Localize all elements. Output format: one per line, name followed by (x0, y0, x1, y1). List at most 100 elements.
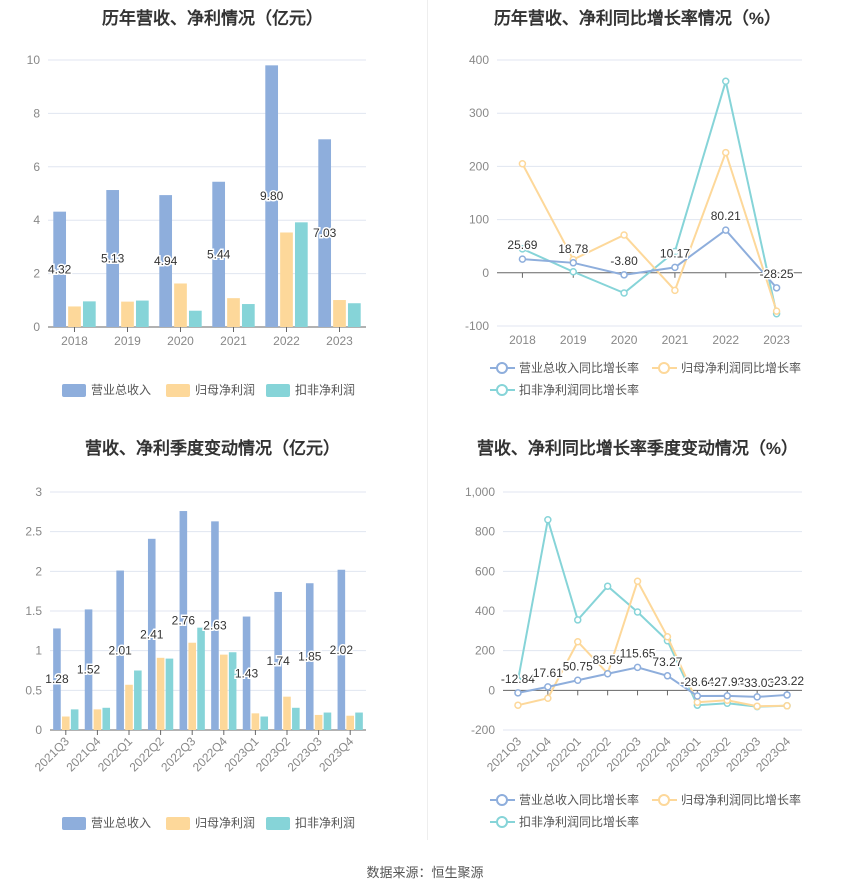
data-point (722, 226, 730, 234)
data-label: 2.41 (140, 627, 164, 641)
legend-label: 归母净利润同比增长率 (681, 360, 801, 375)
data-point (783, 691, 791, 699)
data-point (620, 289, 628, 297)
y-tick-label: 400 (475, 604, 495, 618)
x-tick-label: 2019 (560, 333, 587, 347)
legend-label: 归母净利润 (195, 383, 255, 397)
legend-label: 营业总收入 (91, 383, 151, 397)
data-point (603, 582, 612, 590)
bar-deducted-profit (165, 658, 174, 730)
data-label: -28.25 (760, 267, 794, 281)
y-tick-label: 4 (33, 213, 40, 227)
data-point (574, 637, 582, 646)
y-tick-label: 100 (469, 213, 489, 227)
bar-deducted-profit (134, 670, 142, 730)
data-point (518, 245, 527, 253)
bar-revenue (211, 521, 219, 730)
data-label: 1.43 (235, 666, 259, 680)
line-net-profit-growth (517, 578, 788, 708)
bar-net-profit (188, 642, 196, 730)
legend-label: 扣非净利润同比增长率 (519, 814, 639, 829)
y-tick-label: 0 (488, 683, 495, 697)
chart-title-quarterly-growth: 营收、净利同比增长率季度变动情况（%） (476, 439, 799, 458)
bar-net-profit (251, 713, 260, 730)
y-tick-label: 1.5 (25, 604, 42, 618)
data-point (663, 672, 672, 680)
data-point (693, 692, 702, 700)
legend-marker (658, 794, 670, 806)
legend-swatch (166, 384, 190, 397)
y-tick-label: 400 (469, 53, 489, 67)
line-net-profit-growth (521, 149, 778, 312)
data-label: 2.63 (203, 619, 227, 633)
bar-net-profit (174, 283, 187, 327)
y-tick-label: 0 (482, 266, 489, 280)
data-label: 1.85 (298, 650, 322, 664)
y-tick-label: 2.5 (25, 525, 42, 539)
bar-net-profit (121, 301, 134, 327)
data-label: -33.03 (740, 676, 774, 690)
data-label: 80.21 (711, 209, 741, 223)
bar-net-profit (333, 300, 346, 327)
legend-swatch (62, 384, 86, 397)
data-point (514, 676, 522, 685)
data-point (574, 676, 582, 685)
y-tick-label: 200 (469, 159, 489, 173)
data-label: 7.03 (313, 226, 337, 240)
data-point (620, 271, 628, 279)
legend-label: 营业总收入同比增长率 (519, 360, 639, 375)
bar-deducted-profit (228, 652, 237, 730)
bar-revenue (53, 211, 67, 327)
data-point (633, 608, 642, 616)
data-source: 数据来源：恒生聚源 (366, 865, 484, 880)
bar-net-profit (346, 715, 354, 730)
data-point (544, 683, 552, 691)
bar-revenue (305, 583, 314, 730)
data-label: 17.61 (533, 666, 563, 680)
data-point (722, 77, 730, 86)
x-tick-label: 2023Q4 (316, 734, 356, 774)
x-tick-label: 2022 (273, 334, 300, 348)
legend-swatch (266, 817, 290, 830)
data-point (574, 616, 582, 624)
y-tick-label: -200 (471, 723, 495, 737)
bar-net-profit (314, 714, 323, 730)
legend-label: 扣非净利润 (295, 383, 355, 397)
bar-revenue (116, 570, 124, 730)
data-label: 1.28 (45, 672, 69, 686)
bar-deducted-profit (82, 301, 96, 327)
data-label: 2.02 (330, 643, 354, 657)
legend-swatch (266, 384, 290, 397)
x-tick-label: 2018 (61, 334, 88, 348)
data-label: 4.94 (154, 254, 178, 268)
bar-deducted-profit (102, 707, 111, 730)
data-label: 2.76 (172, 614, 196, 628)
data-point (772, 284, 781, 292)
bar-revenue (318, 139, 332, 327)
bar-revenue (159, 195, 173, 327)
data-label: 5.44 (207, 247, 231, 261)
data-point (753, 693, 761, 701)
legend-swatch (166, 817, 190, 830)
data-point (671, 286, 679, 295)
data-label: 1.74 (266, 654, 290, 668)
legend-label: 归母净利润同比增长率 (681, 792, 801, 807)
bar-deducted-profit (70, 709, 79, 730)
legend-swatch (62, 817, 86, 830)
x-tick-label: 2020 (611, 333, 638, 347)
data-point (544, 694, 552, 703)
data-label: -12.84 (501, 672, 535, 686)
data-label: -23.22 (770, 674, 804, 688)
data-label: 4.32 (48, 262, 72, 276)
bar-net-profit (283, 696, 291, 730)
y-tick-label: 8 (33, 106, 40, 120)
data-point (514, 689, 522, 697)
bar-revenue (274, 591, 282, 730)
x-tick-label: 2021 (220, 334, 247, 348)
data-point (722, 148, 730, 157)
legend-marker (496, 384, 508, 396)
data-point (603, 670, 612, 678)
line-revenue-growth (517, 666, 788, 698)
